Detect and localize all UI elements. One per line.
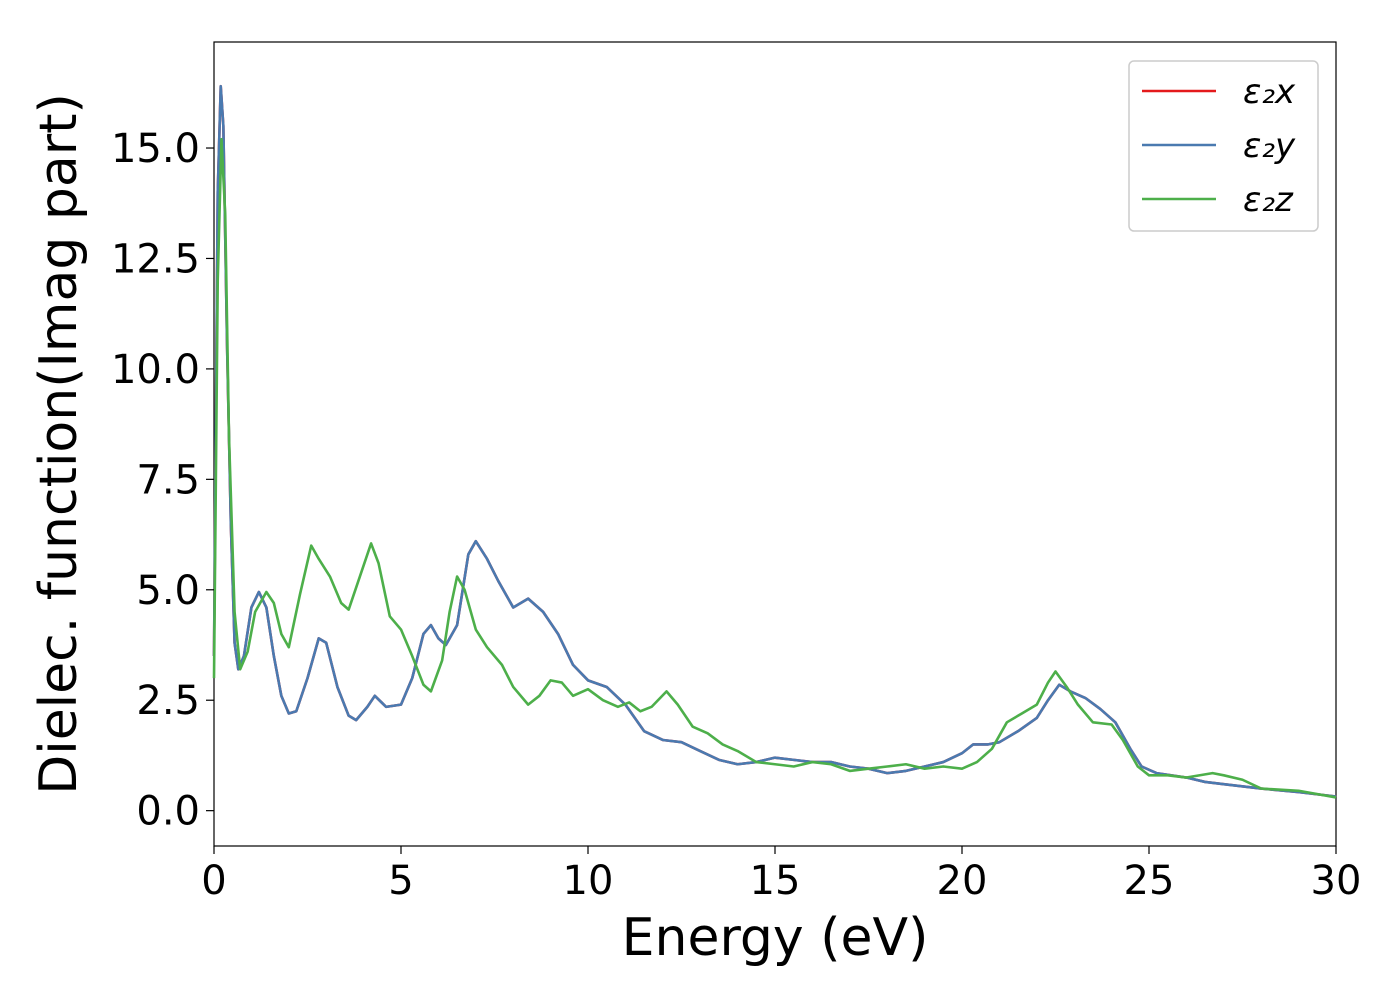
- x-axis: 0 5 10 15 20 25 30: [201, 846, 1361, 904]
- y-tick-label: 5.0: [136, 568, 200, 614]
- legend-label-1: ε₂x: [1243, 72, 1296, 112]
- legend-label-3: ε₂z: [1243, 180, 1294, 220]
- y-tick-label: 2.5: [136, 678, 200, 724]
- y-tick-label: 7.5: [136, 457, 200, 503]
- legend: ε₂x ε₂y ε₂z: [1128, 60, 1319, 232]
- y-tick-label: 10.0: [111, 347, 200, 393]
- series-line-3: [212, 137, 1337, 799]
- y-tick-label: 0.0: [136, 789, 200, 835]
- y-axis-label: Dielec. function(Imag part): [29, 93, 89, 795]
- x-tick-label: 25: [1124, 858, 1175, 904]
- legend-label-2: ε₂y: [1243, 126, 1296, 166]
- x-tick-label: 20: [937, 858, 988, 904]
- x-tick-label: 30: [1311, 858, 1362, 904]
- x-tick-label: 10: [563, 858, 614, 904]
- y-tick-label: 12.5: [111, 236, 200, 282]
- y-tick-label: 15.0: [111, 126, 200, 172]
- x-axis-label: Energy (eV): [622, 908, 929, 968]
- y-axis: 0.0 2.5 5.0 7.5 10.0 12.5 15.0: [111, 126, 214, 835]
- x-tick-label: 0: [201, 858, 226, 904]
- legend-box: [1128, 60, 1319, 232]
- series-line-2: [212, 84, 1337, 798]
- x-tick-label: 15: [750, 858, 801, 904]
- x-tick-label: 5: [388, 858, 413, 904]
- series-layer: [212, 84, 1337, 799]
